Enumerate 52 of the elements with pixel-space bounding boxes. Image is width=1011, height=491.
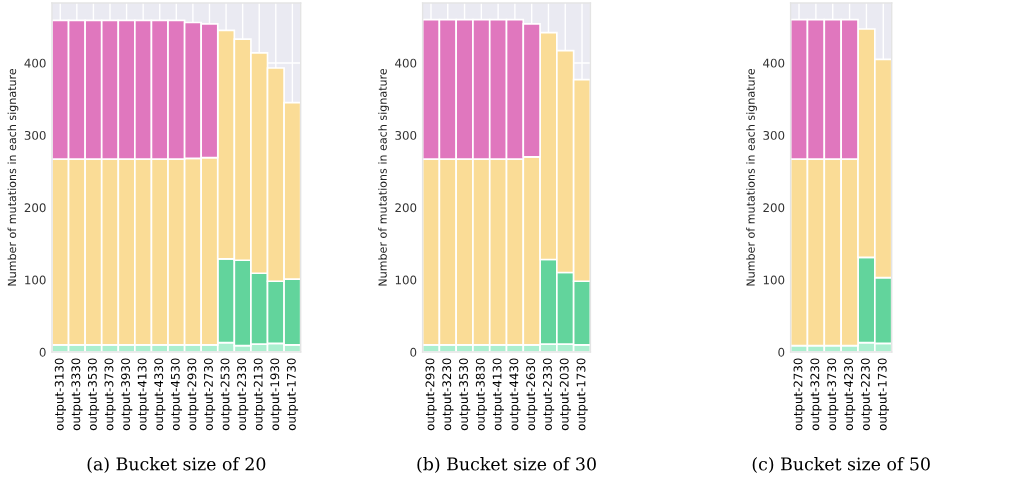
x-tick-label: output-1730 — [576, 358, 588, 431]
x-tick-label: output-3230 — [442, 358, 454, 431]
y-tick-label: 100 — [763, 275, 785, 285]
text: (a) Bucket size of 20 — [87, 457, 266, 473]
y-axis-title: Number of mutations in each signature — [746, 68, 757, 286]
y-tick-label: 300 — [395, 130, 417, 140]
x-tick-label: output-2130 — [253, 358, 265, 431]
x-tick-label: output-1730 — [286, 358, 299, 431]
x-tick-label: output-4330 — [154, 358, 166, 431]
x-tick-label: output-4430 — [509, 358, 521, 431]
x-tick-label: output-2330 — [237, 358, 249, 431]
x-tick-label: output-3730 — [827, 358, 839, 431]
y-tick-label: 0 — [39, 347, 46, 357]
x-tick-label: output-3730 — [104, 358, 116, 431]
x-tick-label: output-3530 — [87, 358, 100, 431]
y-tick-label: 200 — [24, 203, 46, 213]
x-tick-label: output-3230 — [810, 358, 822, 431]
x-tick-label: output-1730 — [877, 358, 889, 431]
x-tick-label: output-3830 — [475, 358, 488, 431]
x-tick-label: output-2930 — [187, 358, 199, 431]
x-tick-label: output-2330 — [542, 358, 555, 431]
x-tick-label: output-3130 — [54, 358, 66, 431]
x-tick-label: output-2030 — [559, 358, 571, 431]
y-tick-label: 100 — [395, 275, 417, 285]
x-tick-label: output-3330 — [71, 358, 83, 431]
y-axis-title: Number of mutations in each signature — [7, 68, 19, 286]
x-tick-label: output-4130 — [492, 358, 504, 431]
y-tick-label: 200 — [763, 203, 785, 213]
y-tick-label: 300 — [24, 130, 46, 140]
y-tick-label: 400 — [395, 58, 417, 68]
y-tick-label: 300 — [763, 130, 785, 140]
x-tick-label: output-3930 — [121, 358, 133, 431]
y-tick-label: 0 — [778, 347, 785, 357]
text: (c) Bucket size of 50 — [752, 457, 930, 473]
x-tick-label: output-4230 — [844, 358, 856, 431]
y-tick-label: 200 — [395, 203, 417, 213]
x-tick-label: output-2930 — [425, 358, 437, 431]
y-tick-label: 400 — [763, 58, 785, 68]
y-tick-label: 400 — [24, 58, 46, 68]
x-tick-label: output-2730 — [203, 358, 216, 431]
y-tick-label: 0 — [410, 347, 417, 357]
x-tick-label: output-4130 — [137, 358, 149, 431]
y-tick-label: 100 — [25, 275, 46, 285]
x-tick-label: output-2530 — [220, 358, 232, 431]
x-tick-label: output-2630 — [526, 358, 538, 431]
x-tick-label: output-3530 — [459, 358, 471, 431]
x-tick-label: output-4530 — [170, 358, 183, 431]
text: (b) Bucket size of 30 — [417, 457, 596, 473]
x-tick-label: output-2730 — [793, 358, 805, 431]
x-tick-label: output-1930 — [270, 358, 282, 431]
x-tick-label: output-2230 — [860, 358, 873, 431]
y-axis-title: Number of mutations in each signature — [378, 68, 389, 286]
